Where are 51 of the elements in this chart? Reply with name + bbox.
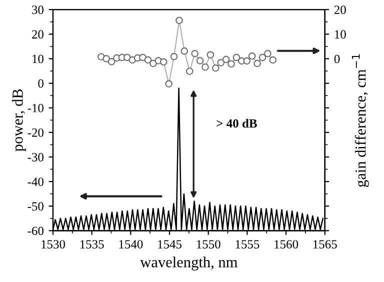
point <box>186 68 194 75</box>
y-axis-title: power, dB <box>12 89 26 152</box>
x-tick-label: 1565 <box>313 240 337 248</box>
point <box>248 52 256 60</box>
point <box>191 50 199 58</box>
x-axis-title: wavelength, nm <box>140 256 238 270</box>
point <box>108 58 116 66</box>
y2-tick-label: 0 <box>334 54 340 64</box>
y-tick-label: -60 <box>28 226 44 236</box>
y-tick-label: 30 <box>32 6 44 14</box>
point <box>217 58 225 66</box>
y-tick-label: -30 <box>28 153 44 162</box>
point <box>150 60 157 68</box>
point <box>139 54 146 62</box>
point <box>165 80 172 88</box>
point <box>206 51 214 58</box>
y2-tick-label: 10 <box>334 30 346 39</box>
x-tick-label: 1560 <box>274 240 298 248</box>
x-tick-label: 1535 <box>80 240 104 248</box>
point <box>196 57 204 64</box>
y-tick-label: -20 <box>28 128 44 137</box>
y2-tick-label: 20 <box>334 6 346 14</box>
point <box>180 47 188 55</box>
y-tick-label: -10 <box>28 104 44 112</box>
point <box>254 60 261 68</box>
point <box>222 56 230 64</box>
point <box>232 54 240 62</box>
point <box>144 56 152 64</box>
point <box>228 60 235 68</box>
x-tick-label: 1530 <box>42 240 66 248</box>
point <box>264 50 272 58</box>
y-tick-label: 0 <box>38 79 44 88</box>
point <box>202 63 209 71</box>
point <box>170 52 178 60</box>
x-tick-label: 1555 <box>236 240 260 248</box>
y-tick-label: -50 <box>28 202 44 211</box>
point <box>160 58 168 66</box>
point <box>102 55 110 62</box>
y-tick-label: 20 <box>32 30 44 39</box>
y2-axis-title: gain difference, cm$^{−1}$ <box>352 54 369 187</box>
point <box>258 54 266 62</box>
x-tick-label: 1545 <box>158 240 182 248</box>
point <box>212 64 220 72</box>
y-tick-label: 10 <box>32 54 44 64</box>
point <box>176 16 183 24</box>
x-tick-label: 1550 <box>196 240 220 248</box>
annotation: > 40 dB <box>216 118 257 128</box>
y-tick-label: -40 <box>28 178 44 186</box>
x-tick-label: 1540 <box>119 240 143 248</box>
point <box>243 57 251 65</box>
point <box>269 56 277 64</box>
